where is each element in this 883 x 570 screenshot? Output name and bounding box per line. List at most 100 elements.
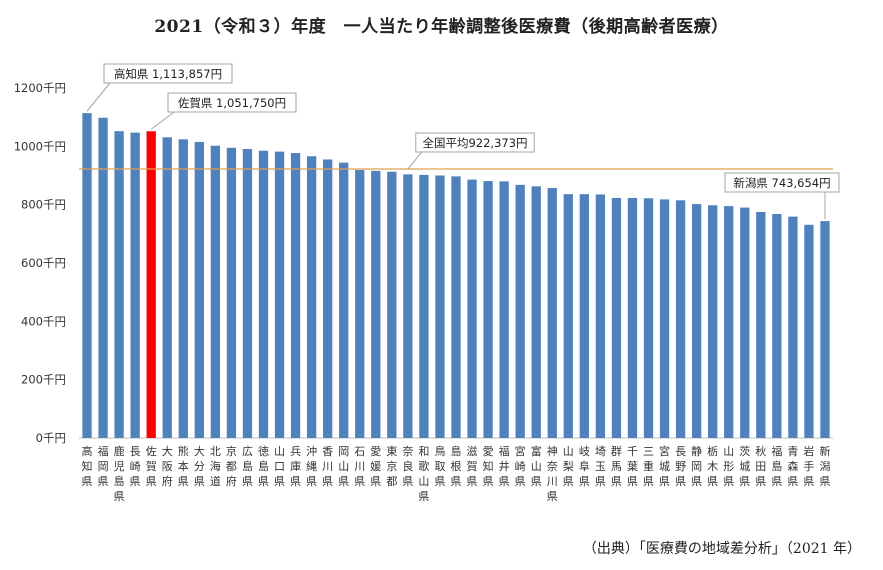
bar-山口県 <box>274 151 285 439</box>
y-tick-label: 1200千円 <box>14 81 66 95</box>
callout-46-label: 新潟県 743,654円 <box>733 176 830 190</box>
x-tick-label: 北海道 <box>210 445 221 488</box>
bar-高知県 <box>82 113 92 439</box>
x-tick-label: 秋田県 <box>755 444 766 488</box>
x-tick-label: 福井県 <box>499 444 510 488</box>
y-tick-label: 400千円 <box>21 314 66 328</box>
bar-大分県 <box>194 141 204 439</box>
bar-岐阜県 <box>579 194 589 438</box>
bar-石川県 <box>355 169 365 439</box>
x-tick-label: 栃木県 <box>707 444 718 488</box>
bar-島根県 <box>451 176 461 438</box>
callout-4-box <box>167 92 297 113</box>
x-tick-label: 京都府 <box>226 444 237 488</box>
callout-4: 佐賀県 1,051,750円 <box>150 92 297 130</box>
x-tick-label: 神奈川県 <box>547 444 558 503</box>
bar-千葉県 <box>627 197 638 438</box>
average-callout-pointer <box>407 151 423 170</box>
bar-佐賀県 <box>146 131 156 439</box>
bar-奈良県 <box>403 174 413 439</box>
y-tick-label: 1000千円 <box>14 139 66 153</box>
x-tick-label: 熊本県 <box>178 444 189 488</box>
bar-福島県 <box>772 214 782 438</box>
x-tick-label: 滋賀県 <box>467 445 478 488</box>
callout-0: 高知県 1,113,857円 <box>86 63 233 112</box>
x-tick-label: 埼玉県 <box>595 444 606 488</box>
x-tick-label: 茨城県 <box>739 444 750 488</box>
bar-徳島県 <box>258 150 269 439</box>
x-tick-label: 宮崎県 <box>515 444 526 488</box>
bar-京都府 <box>226 147 237 438</box>
chart-source: （出典）「医療費の地域差分析」（2021 年） <box>582 541 861 557</box>
bar-静岡県 <box>691 204 702 438</box>
x-tick-label: 佐賀県 <box>146 444 157 488</box>
bar-富山県 <box>531 186 541 438</box>
x-tick-label: 和歌山県 <box>418 445 429 503</box>
bar-愛知県 <box>483 181 493 438</box>
bar-広島県 <box>242 148 253 439</box>
x-tick-label: 静岡県 <box>691 444 702 488</box>
callout-46: 新潟県 743,654円 <box>724 172 840 220</box>
x-tick-label: 山形県 <box>723 445 734 488</box>
callout-0-pointer <box>86 82 111 112</box>
bar-兵庫県 <box>290 153 301 438</box>
x-tick-label: 山口県 <box>274 445 285 488</box>
x-tick-label: 石川県 <box>354 445 365 488</box>
x-tick-label: 岡山県 <box>338 445 349 488</box>
x-tick-label: 愛知県 <box>483 445 494 488</box>
x-tick-label: 沖縄県 <box>306 445 317 488</box>
bar-岡山県 <box>339 162 349 438</box>
x-tick-label: 福岡県 <box>98 444 109 488</box>
y-tick-label: 800千円 <box>21 198 66 212</box>
bar-宮城県 <box>659 199 670 438</box>
bar-福岡県 <box>98 117 108 438</box>
x-tick-label: 長崎県 <box>130 445 141 488</box>
bar-神奈川県 <box>547 188 557 438</box>
x-tick-label: 宮城県 <box>659 444 670 488</box>
callout-4-pointer <box>150 111 175 130</box>
x-tick-label: 大阪府 <box>162 444 173 488</box>
bar-茨城県 <box>740 207 750 438</box>
x-tick-label: 岩手県 <box>803 444 814 488</box>
bar-香川県 <box>323 159 333 439</box>
average-callout-box <box>415 132 535 153</box>
bar-埼玉県 <box>595 194 606 438</box>
x-tick-label: 群馬県 <box>611 444 622 488</box>
x-tick-label: 鳥取県 <box>434 444 445 488</box>
x-tick-label: 徳島県 <box>258 445 269 488</box>
bar-東京都 <box>387 171 397 439</box>
x-tick-label: 三重県 <box>643 445 654 488</box>
x-tick-label: 奈良県 <box>402 444 413 488</box>
bar-長崎県 <box>130 132 140 438</box>
x-tick-label: 大分県 <box>194 444 205 488</box>
bar-沖縄県 <box>306 156 317 438</box>
x-tick-label: 香川県 <box>322 445 333 488</box>
x-tick-label: 広島県 <box>242 445 253 488</box>
bar-群馬県 <box>611 197 622 438</box>
bar-鳥取県 <box>435 175 445 438</box>
x-tick-label: 島根県 <box>451 444 462 488</box>
callout-0-label: 高知県 1,113,857円 <box>114 67 222 81</box>
bar-大阪府 <box>162 137 172 438</box>
bar-長野県 <box>675 200 686 438</box>
bar-愛媛県 <box>371 170 381 439</box>
bar-和歌山県 <box>419 174 429 438</box>
bar-岩手県 <box>804 224 814 438</box>
x-tick-label: 愛媛県 <box>370 445 381 488</box>
x-tick-label: 福島県 <box>771 444 782 488</box>
average-callout-label: 全国平均922,373円 <box>422 136 527 150</box>
x-tick-label: 青森県 <box>787 445 798 488</box>
bar-三重県 <box>643 198 654 438</box>
chart-title: 2021（令和３）年度 一人当たり年齢調整後医療費（後期高齢者医療） <box>154 17 729 37</box>
callout-0-box <box>103 63 233 84</box>
x-tick-label: 長野県 <box>675 445 686 488</box>
bar-青森県 <box>788 216 798 438</box>
bar-新潟県 <box>820 221 830 438</box>
bar-滋賀県 <box>467 179 477 439</box>
x-tick-label: 新潟県 <box>819 444 830 488</box>
y-tick-label: 200千円 <box>21 373 66 387</box>
bar-北海道 <box>210 145 221 438</box>
x-tick-label: 東京都 <box>386 445 397 488</box>
y-tick-label: 600千円 <box>21 256 66 270</box>
